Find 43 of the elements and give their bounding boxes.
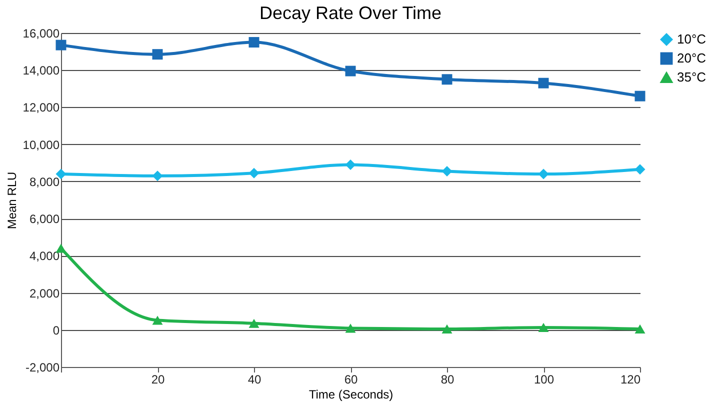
y-tick-label: 6,000	[29, 212, 60, 226]
point	[442, 166, 452, 176]
y-tick-label: 8,000	[29, 174, 60, 189]
y-tick-label: 2,000	[29, 286, 60, 300]
legend-label: 20°C	[677, 50, 706, 66]
point	[248, 37, 260, 48]
point	[634, 164, 646, 175]
y-tick-label: 12,000	[22, 100, 60, 115]
x-tick-label: 80	[440, 372, 454, 386]
point	[634, 90, 646, 102]
point	[538, 168, 549, 180]
y-tick-label: 0	[52, 323, 60, 338]
point	[345, 160, 356, 170]
point	[538, 322, 549, 332]
legend-label: 10°C	[677, 32, 706, 46]
y-tick-label: 4,000	[29, 249, 60, 264]
y-tick-label: 16,000	[22, 26, 60, 40]
point	[152, 316, 163, 325]
point	[56, 244, 66, 253]
x-tick-label: 20	[151, 372, 165, 386]
x-tick-label: 60	[344, 372, 358, 386]
legend-label: 35°C	[677, 70, 706, 84]
y-tick-label: 14,000	[22, 64, 60, 78]
point	[634, 324, 646, 334]
y-axis-title: Mean RLU	[4, 172, 19, 230]
point	[248, 318, 260, 328]
x-tick-label: 100	[534, 372, 554, 386]
point	[345, 324, 356, 333]
y-tick-label: 10,000	[22, 138, 60, 152]
x-axis-title: Time (Seconds)	[308, 388, 394, 402]
x-tick-label: 40	[248, 372, 262, 386]
point	[56, 40, 66, 50]
point	[56, 168, 66, 180]
point	[442, 324, 452, 334]
point	[152, 170, 163, 182]
chart-title: Decay Rate Over Time	[259, 3, 442, 23]
point	[538, 78, 549, 88]
x-tick-label: 120	[620, 372, 641, 386]
point	[345, 66, 356, 76]
point	[442, 74, 452, 85]
point	[248, 168, 260, 178]
point	[152, 49, 163, 60]
y-tick-label: -2,000	[25, 360, 60, 374]
